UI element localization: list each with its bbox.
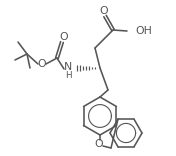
Text: O: O <box>60 32 68 42</box>
Text: O: O <box>95 139 103 149</box>
Text: OH: OH <box>135 26 152 36</box>
Text: O: O <box>38 59 46 69</box>
Text: N: N <box>64 62 72 72</box>
Text: H: H <box>65 71 71 80</box>
Text: O: O <box>100 6 108 16</box>
